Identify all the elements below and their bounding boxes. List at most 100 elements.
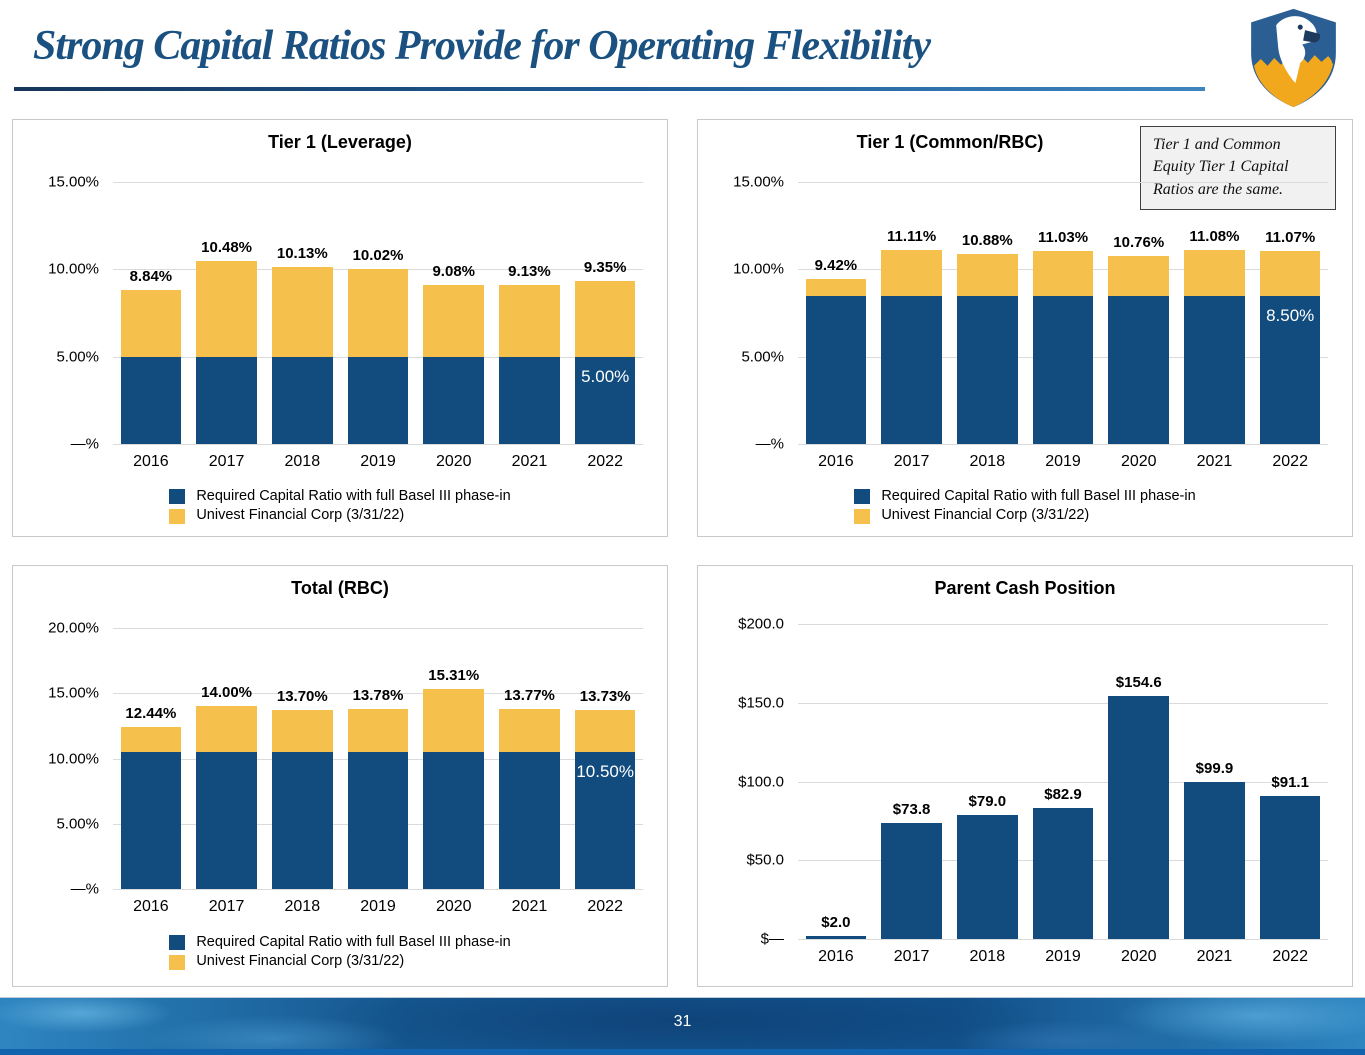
univest-segment — [120, 289, 182, 357]
univest-segment — [881, 249, 942, 296]
univest-segment — [957, 253, 1018, 296]
required-segment — [805, 935, 867, 939]
x-tick-label: 2019 — [360, 453, 396, 470]
legend-item-univest: Univest Financial Corp (3/31/22) — [854, 507, 1195, 524]
legend-item-univest: Univest Financial Corp (3/31/22) — [169, 507, 510, 524]
bar-2018: 10.88% — [949, 182, 1025, 444]
legend-label-univest: Univest Financial Corp (3/31/22) — [881, 507, 1090, 524]
required-segment — [574, 751, 636, 889]
bar-2019: $82.9 — [1025, 624, 1101, 939]
data-label: $82.9 — [1044, 786, 1082, 804]
tier1_common_rbc-plot-area: 15.00% 10.00% 5.00% —% 9.42% 11.11% 10.88% 11.0… — [733, 174, 1328, 453]
bar-stack-2021 — [1184, 624, 1245, 939]
y-tick-label: 15.00% — [48, 173, 99, 191]
bar-2018: 10.13% — [264, 182, 340, 444]
required-segment — [120, 356, 182, 444]
gridline-20 — [113, 628, 643, 629]
data-label: 11.08% — [1189, 228, 1240, 246]
required-segment — [574, 356, 636, 444]
legend-tier1-common-rbc: Required Capital Ratio with full Basel I… — [698, 486, 1352, 529]
required-segment — [881, 295, 942, 444]
univest-segment — [1108, 256, 1169, 296]
x-tick-label: 2021 — [1196, 453, 1233, 470]
parent-cash-chart: $200.0 $150.0 $100.0 $50.0 $— $2.0 $73.8 $79.0 $… — [698, 566, 1352, 986]
x-tick-label: 2021 — [511, 453, 548, 470]
gridline-15 — [113, 182, 643, 183]
y-tick-label: $150.0 — [738, 694, 784, 712]
data-label: 10.88% — [961, 231, 1013, 249]
data-label: 13.70% — [276, 688, 328, 706]
chart-title-tier1-leverage: Tier 1 (Leverage) — [268, 132, 412, 152]
y-tick-label: —% — [70, 880, 99, 898]
data-label: 12.44% — [125, 704, 177, 722]
univest-eagle-shield-logo — [1251, 8, 1336, 108]
x-tick-label: 2020 — [435, 898, 472, 915]
data-label: 8.84% — [129, 267, 173, 285]
univest-segment — [574, 709, 636, 752]
univest-segment — [574, 280, 636, 357]
legend-label-required: Required Capital Ratio with full Basel I… — [196, 934, 511, 950]
x-tick-label: 2016 — [133, 453, 169, 470]
parent_cash_position-bars: $2.0 $73.8 $79.0 $82.9 $154.6 $99.9 $91.1 — [798, 624, 1328, 939]
gridline-200 — [798, 624, 1328, 625]
in-bar-label: 5.00% — [581, 366, 630, 386]
x-tick-label: 2022 — [1272, 948, 1308, 965]
univest-segment — [499, 709, 560, 752]
data-label: 15.31% — [428, 667, 480, 685]
univest-segment — [1184, 250, 1245, 296]
legend-total-rbc: Required Capital Ratio with full Basel I… — [13, 932, 667, 975]
x-tick-label: 2020 — [1120, 948, 1157, 965]
gridline-0 — [113, 444, 643, 445]
x-tick-label: 2020 — [1120, 453, 1157, 470]
y-tick-label: —% — [755, 435, 784, 453]
bar-stack-2022 — [574, 628, 636, 889]
bar-2016: $2.0 — [798, 624, 874, 939]
x-tick-label: 2020 — [435, 453, 472, 470]
required-segment — [881, 822, 942, 939]
bar-2018: $79.0 — [949, 624, 1025, 939]
bar-stack-2018 — [957, 624, 1018, 939]
x-tick-label: 2018 — [969, 948, 1006, 965]
x-tick-label: 2019 — [360, 898, 396, 915]
x-tick-label: 2016 — [818, 948, 854, 965]
bar-stack-2020 — [1108, 182, 1169, 444]
data-label: 10.02% — [352, 246, 404, 264]
bar-2017: 11.11% — [874, 182, 950, 444]
required-segment — [805, 295, 867, 444]
data-label: 11.07% — [1265, 228, 1316, 246]
legend-label-univest: Univest Financial Corp (3/31/22) — [196, 507, 405, 524]
bar-stack-2016 — [805, 624, 867, 939]
required-segment — [1108, 295, 1169, 444]
univest-segment — [1032, 251, 1094, 296]
bar-2022: $91.1 — [1252, 624, 1328, 939]
bar-stack-2019 — [347, 628, 409, 889]
legend-label-required: Required Capital Ratio with full Basel I… — [196, 488, 511, 504]
bar-stack-2018 — [957, 182, 1018, 444]
bar-stack-2016 — [120, 182, 182, 444]
bar-2022: 9.35% 5.00% — [567, 182, 643, 444]
y-tick-label: 10.00% — [48, 260, 99, 278]
bar-stack-2021 — [499, 182, 560, 444]
bar-2020: 15.31% — [416, 628, 492, 889]
legend-item-required: Required Capital Ratio with full Basel I… — [169, 934, 511, 951]
y-tick-label: 5.00% — [741, 348, 784, 366]
legend-swatch-required-blue — [169, 935, 186, 951]
in-bar-label: 10.50% — [576, 761, 635, 781]
univest-segment — [347, 709, 409, 752]
legend-swatch-univest-gold — [169, 508, 186, 524]
gridline-15 — [798, 182, 1328, 183]
bar-2022: 11.07% 8.50% — [1252, 182, 1328, 444]
y-tick-label: $50.0 — [746, 851, 784, 869]
x-tick-label: 2018 — [969, 453, 1006, 470]
note-box: Tier 1 and Common Equity Tier 1 Capital … — [1140, 126, 1336, 211]
data-label: $2.0 — [821, 913, 851, 931]
bar-2020: 9.08% — [416, 182, 492, 444]
legend-box: Required Capital Ratio with full Basel I… — [169, 932, 511, 973]
univest-segment — [423, 285, 484, 357]
univest-segment — [196, 260, 257, 357]
x-tick-label: 2017 — [208, 898, 245, 915]
data-label: $99.9 — [1195, 759, 1234, 777]
gridline-0 — [113, 889, 643, 890]
bar-2020: $154.6 — [1101, 624, 1177, 939]
legend-swatch-univest-gold — [169, 954, 186, 970]
